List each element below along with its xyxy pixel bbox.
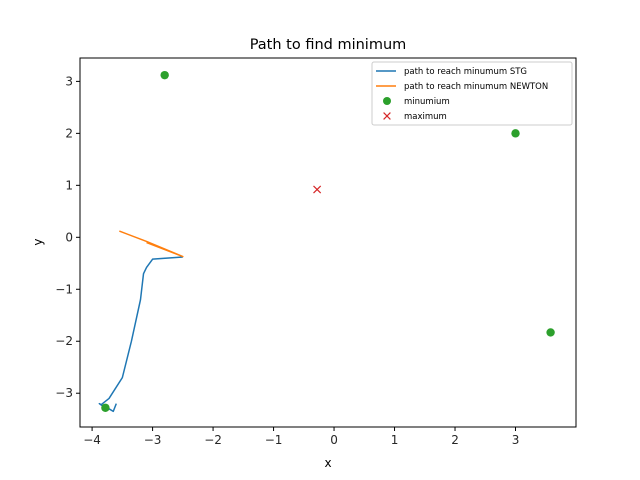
legend-x-swatch (383, 112, 391, 120)
y-tick-label: 0 (65, 230, 73, 244)
series-line-1 (119, 230, 184, 258)
x-tick-label: −3 (144, 433, 162, 447)
axis-ticks: −4 −3 −2 −1 0 1 2 3 −3 −2 −1 0 1 2 3 (55, 74, 519, 447)
legend-label: maximum (404, 112, 447, 122)
legend-circle-swatch (383, 97, 391, 105)
y-tick-label: −1 (55, 282, 73, 296)
x-tick-label: 3 (512, 433, 520, 447)
maximum-marker-stroke (313, 185, 322, 194)
x-tick-label: 1 (391, 433, 399, 447)
y-axis-label: y (31, 238, 45, 245)
x-tick-label: −2 (204, 433, 222, 447)
legend-box (371, 61, 573, 126)
chart-title: Path to find minimum (250, 37, 407, 53)
y-tick-label: 3 (65, 74, 73, 88)
y-tick-label: 2 (65, 126, 73, 140)
x-tick-label: −1 (265, 433, 283, 447)
y-tick-label: 1 (65, 178, 73, 192)
x-tick-label: 0 (330, 433, 338, 447)
plot-area (98, 70, 555, 413)
y-tick-label: −3 (55, 386, 73, 400)
x-axis-label: x (324, 456, 331, 470)
legend: path to reach minumum STG path to reach m… (371, 61, 573, 126)
legend-label: minumium (404, 97, 450, 107)
minimum-point (101, 403, 110, 412)
minimum-point (160, 70, 169, 80)
y-tick-label: −2 (55, 334, 73, 348)
minimum-point (511, 129, 520, 138)
legend-label: path to reach minumum STG (404, 67, 527, 77)
x-tick-label: −4 (83, 433, 101, 447)
x-tick-label: 2 (451, 433, 459, 447)
axes-frame (79, 57, 577, 428)
maximum-point (313, 185, 322, 194)
legend-label: path to reach minumum NEWTON (404, 82, 548, 92)
minimum-point (546, 328, 555, 337)
